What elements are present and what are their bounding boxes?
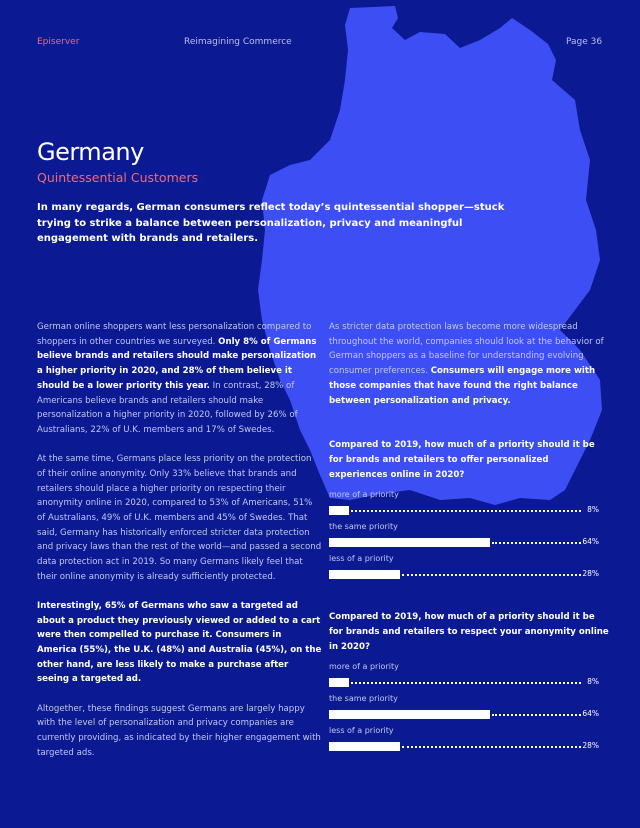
bar bbox=[329, 710, 491, 719]
bar-label: more of a priority bbox=[329, 662, 399, 671]
text: German online shoppers want less persona… bbox=[37, 322, 312, 347]
bar-label: more of a priority bbox=[329, 490, 399, 499]
left-column: German online shoppers want less persona… bbox=[37, 320, 322, 775]
bold-text: Only 8% of Germans believe brands and re… bbox=[37, 336, 317, 391]
bold-text: Consumers will engage more with those co… bbox=[329, 366, 596, 406]
page-number: Page 36 bbox=[566, 37, 603, 47]
bar-row: 8% bbox=[329, 505, 609, 515]
bar bbox=[329, 742, 400, 751]
chart-question: Compared to 2019, how much of a priority… bbox=[329, 440, 595, 480]
dotted-leader bbox=[401, 574, 581, 576]
paragraph: As stricter data protection laws become … bbox=[329, 320, 609, 408]
dotted-leader bbox=[351, 510, 581, 512]
bar bbox=[329, 570, 400, 579]
bar-value: 8% bbox=[587, 505, 599, 514]
dotted-leader bbox=[492, 714, 581, 716]
paragraph: Altogether, these findings suggest Germa… bbox=[37, 703, 321, 758]
bar-row: 28% bbox=[329, 569, 609, 579]
bar-row: 28% bbox=[329, 741, 609, 751]
publication-title: Reimagining Commerce bbox=[184, 37, 292, 47]
dotted-leader bbox=[492, 542, 581, 544]
bar-label: less of a priority bbox=[329, 726, 394, 735]
page-subtitle: Quintessential Customers bbox=[37, 170, 199, 185]
bar-row: 8% bbox=[329, 677, 609, 687]
dotted-leader bbox=[351, 682, 581, 684]
paragraph: Interestingly, 65% of Germans who saw a … bbox=[37, 599, 322, 687]
text: In contrast, 28% of Americans believe br… bbox=[37, 380, 298, 435]
page-title: Germany bbox=[37, 138, 144, 166]
bar-value: 28% bbox=[582, 569, 599, 578]
paragraph: At the same time, Germans place less pri… bbox=[37, 454, 322, 582]
bar bbox=[329, 538, 491, 547]
bar-value: 8% bbox=[587, 677, 599, 686]
bar-label: less of a priority bbox=[329, 554, 394, 563]
bar-label: the same priority bbox=[329, 694, 398, 703]
bar-row: 64% bbox=[329, 537, 609, 547]
lead-paragraph: In many regards, German consumers reflec… bbox=[37, 202, 505, 244]
chart-question: Compared to 2019, how much of a priority… bbox=[329, 612, 609, 652]
text: As stricter data protection laws become … bbox=[329, 322, 604, 377]
bar bbox=[329, 678, 350, 687]
bar-value: 64% bbox=[582, 537, 599, 546]
bar bbox=[329, 506, 350, 515]
bar-value: 64% bbox=[582, 709, 599, 718]
right-column: As stricter data protection laws become … bbox=[329, 320, 609, 423]
bold-text: Interestingly, 65% of Germans who saw a … bbox=[37, 600, 322, 685]
brand-name: Episerver bbox=[37, 37, 80, 47]
dotted-leader bbox=[401, 746, 581, 748]
bar-row: 64% bbox=[329, 709, 609, 719]
bar-label: the same priority bbox=[329, 522, 398, 531]
paragraph: German online shoppers want less persona… bbox=[37, 320, 322, 438]
bar-value: 28% bbox=[582, 741, 599, 750]
